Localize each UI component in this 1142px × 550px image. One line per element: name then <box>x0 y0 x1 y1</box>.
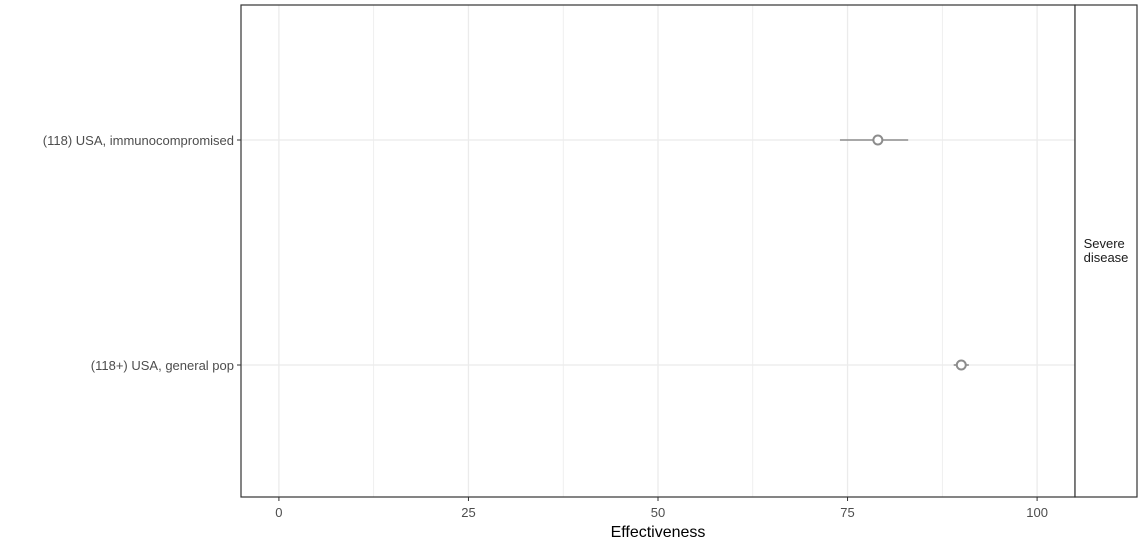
facet-strip: Severe disease <box>1074 4 1138 498</box>
x-tick-label: 25 <box>461 505 475 520</box>
facet-strip-label: Severe disease <box>1084 236 1129 265</box>
facet-strip-label-line-1: Severe <box>1084 236 1125 251</box>
facet-strip-box <box>1074 4 1138 498</box>
x-tick-label: 75 <box>840 505 854 520</box>
y-tick-label: (118+) USA, general pop <box>91 358 234 373</box>
marks-layer <box>839 134 969 371</box>
facet-strip-label-line-2: disease <box>1084 250 1129 265</box>
x-axis-title: Effectiveness <box>611 524 706 541</box>
y-tick-label: (118) USA, immunocompromised <box>43 133 234 148</box>
point-estimate <box>955 359 967 371</box>
point-estimate <box>872 134 884 146</box>
x-tick-label: 0 <box>275 505 282 520</box>
grid-layer <box>241 5 1075 497</box>
y-axis: (118) USA, immunocompromised (118+) USA, … <box>43 133 241 373</box>
x-tick-label: 50 <box>651 505 665 520</box>
x-axis: 0 25 50 75 100 <box>275 497 1048 520</box>
x-tick-label: 100 <box>1026 505 1048 520</box>
